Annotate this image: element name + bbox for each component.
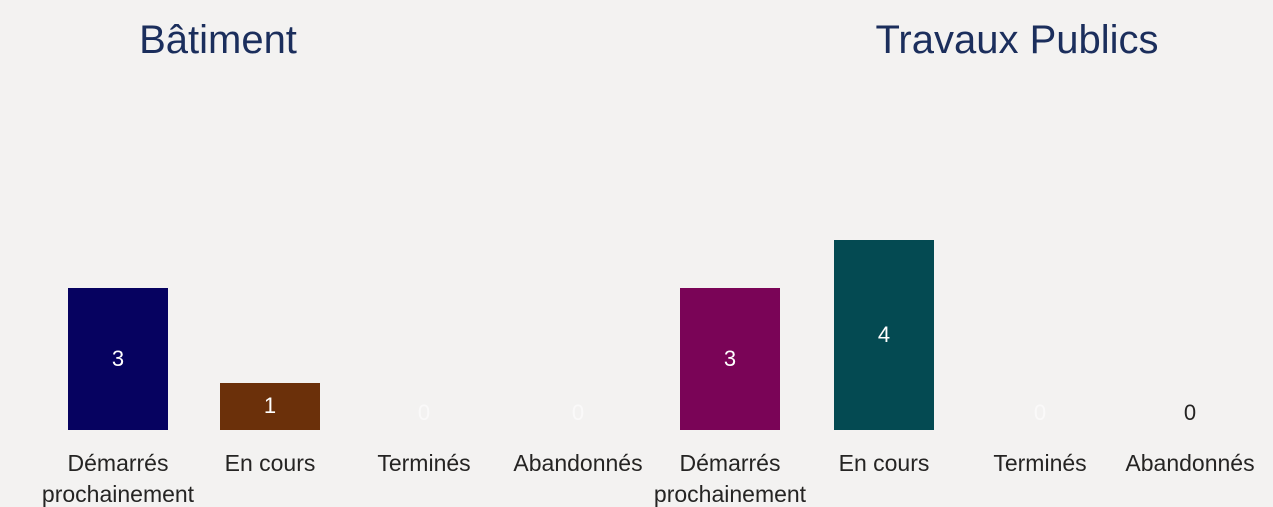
category-label: Terminés: [377, 450, 471, 476]
data-label: 0: [571, 400, 585, 425]
data-label: 3: [111, 345, 125, 371]
data-label: 0: [1183, 400, 1197, 425]
chart-title: Travaux Publics: [875, 18, 1159, 62]
category-label: Abandonnés: [1125, 450, 1255, 476]
bar: [834, 240, 934, 430]
data-label: 1: [263, 393, 277, 419]
data-label: 0: [417, 400, 431, 425]
bar: [68, 287, 168, 430]
bar: [220, 382, 320, 430]
category-label: Démarrés prochainement: [41, 450, 195, 507]
category-label: En cours: [838, 450, 930, 476]
category-label: Abandonnés: [513, 450, 643, 476]
category-label: En cours: [224, 450, 316, 476]
data-label: 4: [877, 322, 891, 347]
category-label: Démarrés prochainement: [653, 450, 807, 507]
chart-title: Bâtiment: [139, 18, 297, 62]
data-label: 0: [1033, 400, 1047, 425]
category-label: Terminés: [993, 450, 1087, 476]
bar: [680, 287, 780, 430]
data-label: 3: [723, 345, 737, 371]
